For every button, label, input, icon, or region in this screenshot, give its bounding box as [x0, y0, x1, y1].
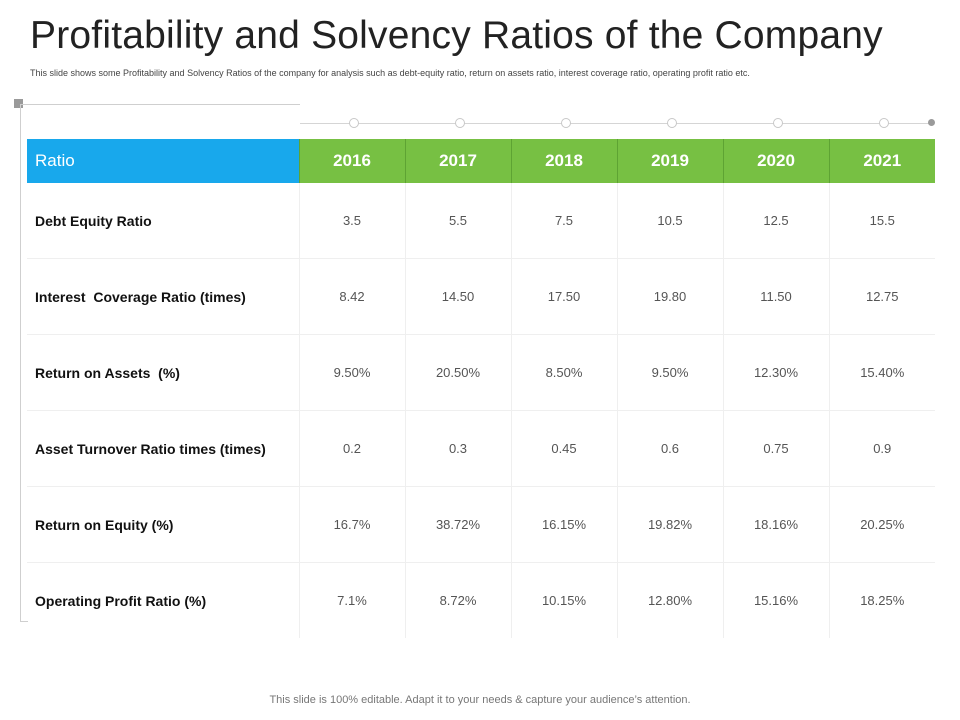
timeline-end-dot [928, 119, 935, 126]
table-cell: 8.72% [404, 562, 511, 638]
timeline-dot [455, 118, 465, 128]
page-subtitle: This slide shows some Profitability and … [30, 68, 750, 78]
table-cell: 8.50% [510, 334, 617, 411]
frame-corner-marker [14, 99, 23, 108]
table-row: Return on Assets (%) 9.50% 20.50% 8.50% … [27, 334, 935, 411]
table-cell: 0.9 [828, 410, 935, 487]
table-cell: 12.30% [722, 334, 829, 411]
table-cell: 17.50 [510, 258, 617, 335]
table-cell: 12.80% [616, 562, 723, 638]
table-row: Debt Equity Ratio 3.5 5.5 7.5 10.5 12.5 … [27, 183, 935, 259]
footer-note: This slide is 100% editable. Adapt it to… [269, 694, 691, 706]
frame-left-line [20, 104, 21, 622]
table-row: Interest Coverage Ratio (times) 8.42 14.… [27, 258, 935, 335]
table-cell: 0.45 [510, 410, 617, 487]
column-header-year: 2021 [828, 139, 935, 183]
row-label: Debt Equity Ratio [27, 183, 299, 259]
ratio-table: Ratio 2016 2017 2018 2019 2020 2021 Debt… [27, 139, 935, 638]
table-cell: 15.5 [828, 183, 935, 259]
table-cell: 38.72% [404, 486, 511, 563]
column-header-year: 2019 [616, 139, 723, 183]
column-header-year: 2016 [298, 139, 405, 183]
table-row: Asset Turnover Ratio times (times) 0.2 0… [27, 410, 935, 487]
table-cell: 19.80 [616, 258, 723, 335]
table-cell: 7.1% [298, 562, 405, 638]
row-label: Asset Turnover Ratio times (times) [27, 410, 299, 487]
table-cell: 9.50% [616, 334, 723, 411]
page-title: Profitability and Solvency Ratios of the… [30, 14, 883, 57]
table-cell: 0.2 [298, 410, 405, 487]
table-cell: 20.50% [404, 334, 511, 411]
row-label: Operating Profit Ratio (%) [35, 592, 207, 609]
timeline-dot [349, 118, 359, 128]
timeline-dot [561, 118, 571, 128]
table-cell: 15.40% [828, 334, 935, 411]
table-cell: 3.5 [298, 183, 405, 259]
table-row: Return on Equity (%) 16.7% 38.72% 16.15%… [27, 486, 935, 563]
table-cell: 15.16% [722, 562, 829, 638]
table-cell: 7.5 [510, 183, 617, 259]
table-cell: 18.16% [722, 486, 829, 563]
table-row: Operating Profit Ratio (%) 7.1% 8.72% 10… [27, 562, 935, 638]
table-cell: 16.7% [298, 486, 405, 563]
column-header-ratio: Ratio [27, 139, 299, 183]
table-cell: 18.25% [828, 562, 935, 638]
table-cell: 0.3 [404, 410, 511, 487]
row-label: Interest Coverage Ratio (times) [27, 258, 299, 335]
row-label: Return on Assets (%) [27, 334, 299, 411]
timeline-line [300, 123, 932, 124]
table-cell: 10.15% [510, 562, 617, 638]
column-header-year: 2017 [404, 139, 511, 183]
table-cell: 16.15% [510, 486, 617, 563]
timeline-dot [773, 118, 783, 128]
table-cell: 0.6 [616, 410, 723, 487]
timeline-dot [879, 118, 889, 128]
table-header-row: Ratio 2016 2017 2018 2019 2020 2021 [27, 139, 935, 183]
table-cell: 5.5 [404, 183, 511, 259]
table-cell: 9.50% [298, 334, 405, 411]
table-cell: 0.75 [722, 410, 829, 487]
frame-top-line [20, 104, 300, 105]
table-cell: 12.75 [828, 258, 935, 335]
frame-bottom-tick [20, 621, 28, 622]
column-header-year: 2018 [510, 139, 617, 183]
table-cell: 12.5 [722, 183, 829, 259]
column-header-year: 2020 [722, 139, 829, 183]
table-cell: 10.5 [616, 183, 723, 259]
table-cell: 8.42 [298, 258, 405, 335]
row-label: Return on Equity (%) [27, 486, 299, 563]
table-cell: 14.50 [404, 258, 511, 335]
table-cell: 20.25% [828, 486, 935, 563]
timeline-dot [667, 118, 677, 128]
table-cell: 11.50 [722, 258, 829, 335]
table-cell: 19.82% [616, 486, 723, 563]
